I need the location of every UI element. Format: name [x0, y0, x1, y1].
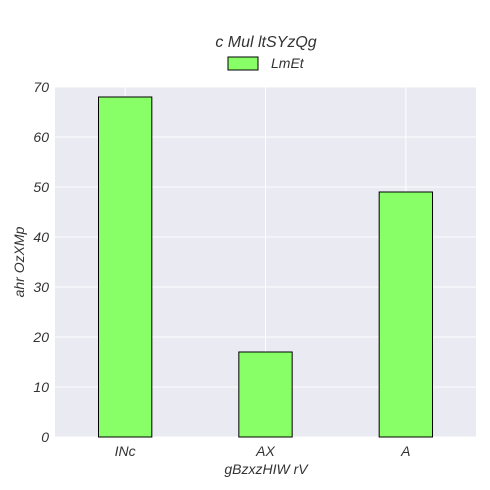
- legend-label: LmEt: [271, 55, 305, 71]
- y-axis-label: ahr OzXMp: [11, 226, 27, 297]
- y-tick-label: 50: [33, 179, 49, 195]
- y-tick-label: 10: [33, 379, 49, 395]
- bars: [98, 96, 433, 438]
- y-tick-labels: 0 10 20 30 40 50 60 70: [32, 79, 49, 445]
- bar-INc: [98, 96, 153, 438]
- bar-AX: [238, 351, 293, 438]
- y-tick-label: 0: [41, 429, 49, 445]
- legend-swatch: [227, 56, 259, 71]
- y-tick-label: 30: [33, 279, 49, 295]
- y-tick-label: 60: [33, 129, 49, 145]
- legend: LmEt: [227, 55, 305, 71]
- bar-A: [378, 191, 433, 438]
- y-tick-label: 40: [33, 229, 49, 245]
- y-tick-label: 20: [32, 329, 49, 345]
- x-axis-label: gBzxzHIW rV: [224, 461, 309, 477]
- x-tick-label: A: [400, 443, 410, 459]
- x-tick-label: AX: [255, 443, 275, 459]
- y-tick-label: 70: [33, 79, 49, 95]
- x-tick-label: INc: [115, 443, 136, 459]
- x-tick-labels: INc AX A: [115, 443, 411, 459]
- chart-title: c Mul ltSYzQg: [215, 34, 316, 51]
